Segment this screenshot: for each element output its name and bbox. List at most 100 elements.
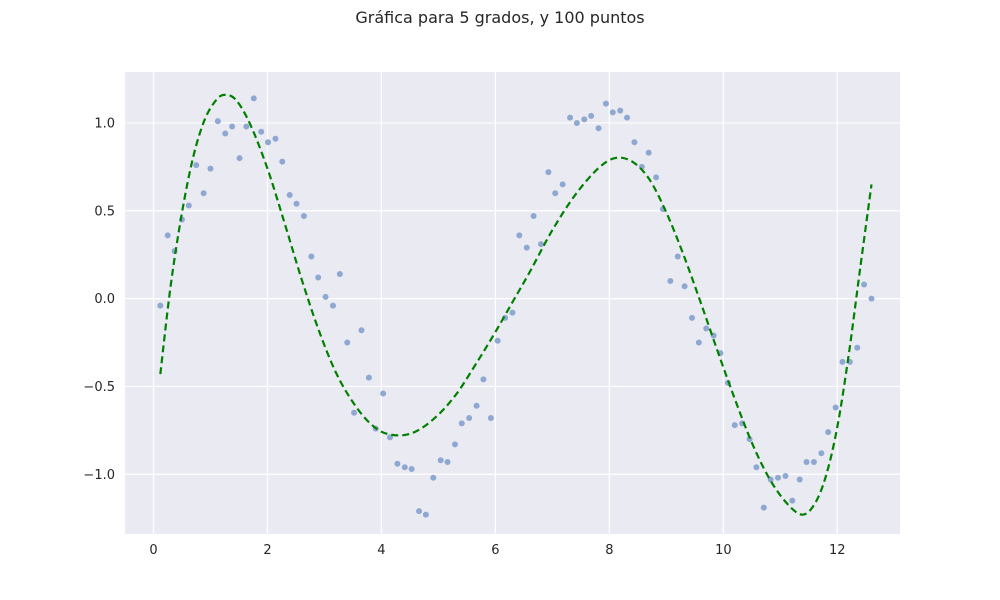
scatter-point (430, 474, 437, 481)
scatter-point (674, 253, 681, 260)
scatter-point (868, 295, 875, 302)
scatter-point (753, 464, 760, 471)
x-tick-label: 10 (715, 543, 732, 558)
scatter-point (422, 511, 429, 518)
scatter-point (645, 149, 652, 156)
scatter-point (286, 191, 293, 198)
scatter-point (437, 457, 444, 464)
scatter-point (559, 181, 566, 188)
y-tick-label: −1.0 (83, 468, 115, 483)
scatter-point (416, 508, 423, 515)
scatter-point (329, 302, 336, 309)
scatter-point (810, 458, 817, 465)
scatter-point (760, 504, 767, 511)
scatter-point (775, 474, 782, 481)
y-tick-label: −0.5 (83, 380, 115, 395)
scatter-point (703, 325, 710, 332)
scatter-point (609, 109, 616, 116)
scatter-point (185, 202, 192, 209)
scatter-point (832, 404, 839, 411)
scatter-point (473, 402, 480, 409)
scatter-point (602, 100, 609, 107)
x-tick-label: 6 (491, 543, 499, 558)
x-tick-label: 0 (149, 543, 157, 558)
y-tick-label: 1.0 (94, 116, 115, 131)
scatter-point (408, 466, 415, 473)
scatter-point (803, 458, 810, 465)
scatter-point (689, 314, 696, 321)
scatter-point (854, 344, 861, 351)
scatter-point (731, 422, 738, 429)
scatter-point (487, 415, 494, 422)
y-axis-ticks: −1.0 −0.5 0.0 0.5 1.0 (83, 116, 115, 482)
scatter-point (380, 390, 387, 397)
scatter-point (552, 190, 559, 197)
scatter-point (530, 213, 537, 220)
scatter-point (624, 114, 631, 121)
scatter-point (164, 232, 171, 239)
scatter-point (796, 476, 803, 483)
scatter-point (782, 473, 789, 480)
scatter-point (293, 200, 300, 207)
fit-line-series (159, 93, 873, 516)
scatter-point (258, 128, 265, 135)
scatter-point (573, 119, 580, 126)
scatter-point (358, 327, 365, 334)
x-tick-label: 4 (377, 543, 385, 558)
y-tick-label: 0.0 (94, 292, 115, 307)
scatter-point (695, 339, 702, 346)
scatter-point (839, 358, 846, 365)
x-axis-ticks: 0 2 4 6 8 10 12 (149, 543, 845, 558)
scatter-point (200, 190, 207, 197)
scatter-point (466, 415, 473, 422)
scatter-point (272, 135, 279, 142)
scatter-point (631, 139, 638, 146)
scatter-point (537, 241, 544, 248)
scatter-point (516, 232, 523, 239)
scatter-point (351, 409, 358, 416)
scatter-point (746, 436, 753, 443)
scatter-point (229, 123, 236, 130)
scatter-point (789, 497, 796, 504)
scatter-point (588, 112, 595, 119)
scatter-point (300, 213, 307, 220)
scatter-point (265, 139, 272, 146)
scatter-point (494, 337, 501, 344)
scatter-point (322, 293, 329, 300)
scatter-point (222, 130, 229, 137)
scatter-point (214, 118, 221, 125)
scatter-point (157, 302, 164, 309)
scatter-point (394, 460, 401, 467)
scatter-point (458, 420, 465, 427)
x-tick-label: 2 (263, 543, 271, 558)
scatter-point (344, 339, 351, 346)
scatter-point (279, 158, 286, 165)
chart-title: Gráfica para 5 grados, y 100 puntos (355, 8, 644, 27)
scatter-point (365, 374, 372, 381)
scatter-point (315, 274, 322, 281)
scatter-point (825, 429, 832, 436)
scatter-point (243, 123, 250, 130)
x-tick-label: 8 (605, 543, 613, 558)
scatter-point (653, 174, 660, 181)
scatter-point (818, 450, 825, 457)
y-tick-label: 0.5 (94, 204, 115, 219)
scatter-point (236, 155, 243, 162)
scatter-point (595, 125, 602, 132)
scatter-point (667, 278, 674, 285)
scatter-point (207, 165, 214, 172)
scatter-point (581, 116, 588, 123)
scatter-point (567, 114, 574, 121)
scatter-point (861, 281, 868, 288)
scatter-point (681, 283, 688, 290)
grid-lines (125, 72, 900, 534)
fit-line (159, 93, 873, 516)
scatter-point (401, 464, 408, 471)
scatter-point (250, 95, 257, 102)
scatter-point (509, 309, 516, 316)
scatter-point (193, 162, 200, 169)
x-tick-label: 12 (829, 543, 846, 558)
scatter-point (480, 376, 487, 383)
scatter-point (308, 253, 315, 260)
